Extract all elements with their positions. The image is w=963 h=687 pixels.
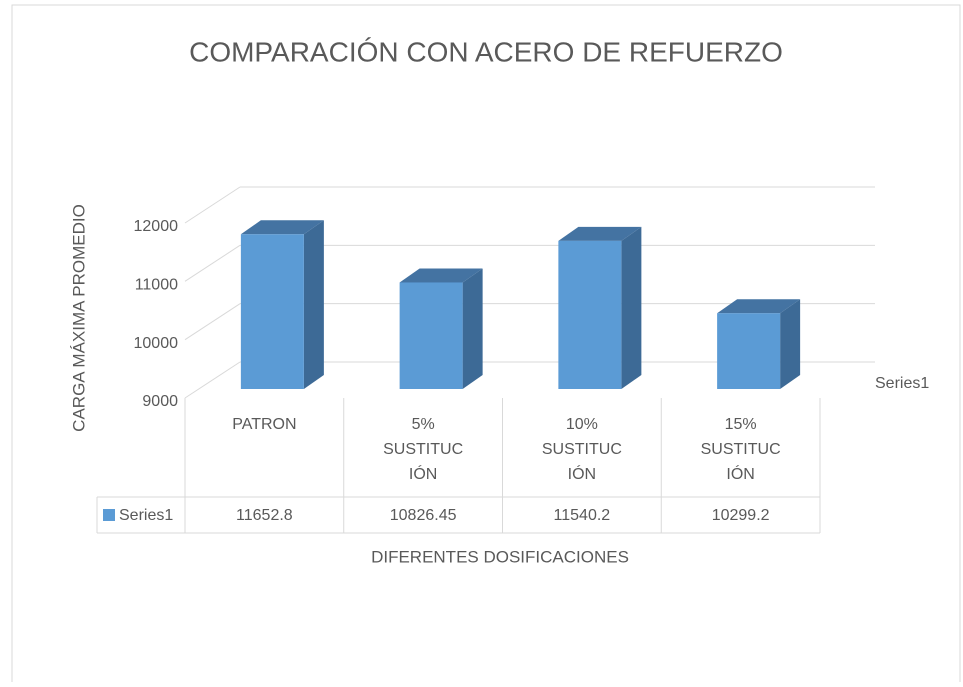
chart-title: COMPARACIÓN CON ACERO DE REFUERZO (189, 36, 783, 67)
bar-top (558, 226, 642, 241)
category-cell: PATRON (232, 416, 297, 433)
bar-top (240, 220, 324, 235)
data-table-value: 10299.2 (712, 507, 770, 524)
data-table-value: 10826.45 (390, 507, 457, 524)
bar-side (462, 268, 483, 389)
x-tick-label: 10% SUSTITUCIÓN (541, 416, 622, 483)
data-table-value: 11652.8 (236, 507, 293, 524)
x-axis-label: DIFERENTES DOSIFICACIONES (371, 547, 629, 566)
x-tick-label: 15% SUSTITUCIÓN (700, 416, 781, 483)
grid-line-side (184, 186, 241, 224)
series-axis-label: Series1 (875, 375, 929, 392)
bar-top (399, 268, 483, 283)
legend-label: Series1 (119, 507, 173, 524)
x-tick-label: PATRON (232, 416, 297, 433)
legend-swatch (103, 509, 115, 521)
bar (717, 313, 781, 389)
bar-side (303, 220, 324, 389)
data-table-value: 11540.2 (554, 507, 611, 524)
category-cell: 15% SUSTITUCIÓN (700, 416, 781, 483)
grid-line-side (184, 244, 241, 282)
y-tick-label: 12000 (134, 218, 179, 235)
y-tick-label: 9000 (142, 393, 178, 410)
grid-line-side (184, 303, 241, 341)
category-cell: 5% SUSTITUCIÓN (383, 416, 464, 483)
y-axis-label: CARGA MÁXIMA PROMEDIO (69, 204, 88, 432)
grid-line-side (184, 361, 241, 399)
category-cell: 10% SUSTITUCIÓN (541, 416, 622, 483)
chart-border (11, 4, 961, 687)
bar-side (621, 226, 642, 389)
bar (399, 282, 463, 389)
bar (240, 234, 304, 389)
bar-side (780, 299, 801, 389)
x-tick-label: 5% SUSTITUCIÓN (383, 416, 464, 483)
bar-top (717, 299, 801, 314)
y-tick-label: 10000 (134, 335, 179, 352)
y-tick-label: 11000 (135, 277, 178, 294)
bar (558, 240, 622, 389)
